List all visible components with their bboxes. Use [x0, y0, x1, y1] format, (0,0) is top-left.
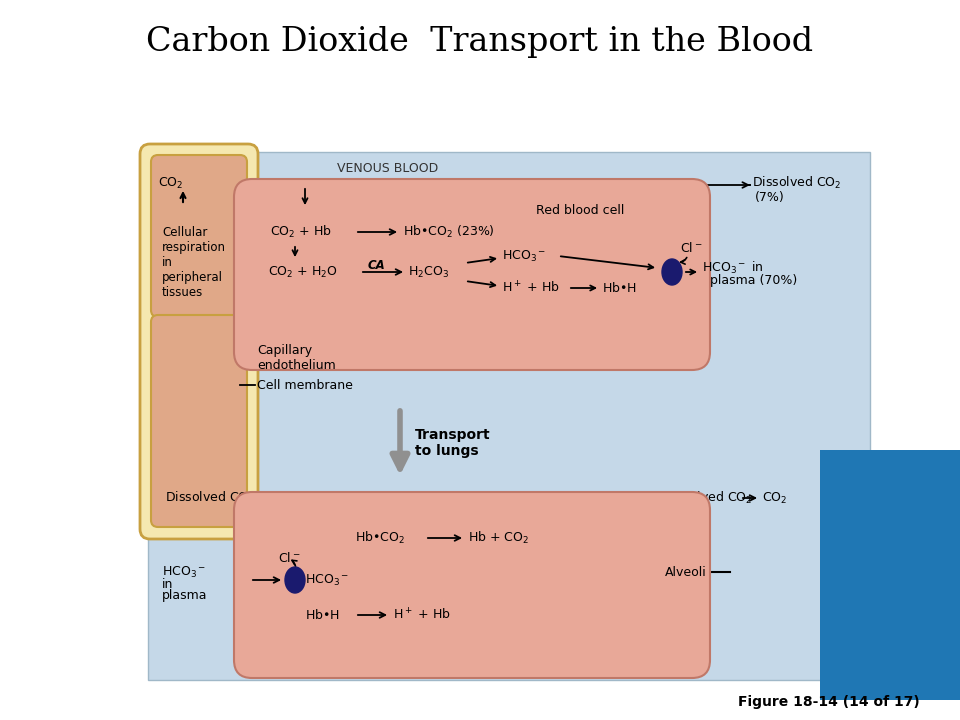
Text: CO$_2$ + Hb: CO$_2$ + Hb [270, 224, 331, 240]
Text: Dissolved CO$_2$: Dissolved CO$_2$ [752, 175, 842, 191]
Ellipse shape [815, 470, 925, 670]
Text: CO$_2$: CO$_2$ [762, 490, 787, 505]
FancyBboxPatch shape [148, 152, 870, 680]
Text: in: in [162, 577, 174, 590]
Text: Hb + CO$_2$: Hb + CO$_2$ [468, 530, 529, 546]
Text: Hb$•$CO$_2$ (23%): Hb$•$CO$_2$ (23%) [403, 224, 494, 240]
Text: plasma: plasma [162, 590, 207, 603]
Text: Carbon Dioxide  Transport in the Blood: Carbon Dioxide Transport in the Blood [147, 26, 813, 58]
Text: Red blood cell: Red blood cell [536, 204, 624, 217]
Text: Cellular
respiration
in
peripheral
tissues: Cellular respiration in peripheral tissu… [162, 225, 226, 299]
Text: Transport
to lungs: Transport to lungs [415, 428, 491, 458]
Text: plasma (70%): plasma (70%) [710, 274, 797, 287]
Text: Figure 18-14 (14 of 17): Figure 18-14 (14 of 17) [738, 695, 920, 709]
FancyBboxPatch shape [140, 144, 258, 539]
Text: CO$_2$ + H$_2$O: CO$_2$ + H$_2$O [268, 264, 338, 279]
Text: Capillary
endothelium: Capillary endothelium [257, 344, 336, 372]
Ellipse shape [662, 259, 682, 285]
Text: HCO$_3$$^-$ in: HCO$_3$$^-$ in [702, 260, 763, 276]
Text: H$^+$ + Hb: H$^+$ + Hb [393, 608, 450, 623]
Text: Cl$^-$: Cl$^-$ [278, 551, 300, 565]
Text: HCO$_3$$^-$: HCO$_3$$^-$ [162, 564, 206, 580]
Text: CA: CA [367, 258, 385, 271]
Text: Alveoli: Alveoli [665, 565, 707, 578]
Text: Hb$•$CO$_2$: Hb$•$CO$_2$ [355, 530, 405, 546]
Text: Cl$^-$: Cl$^-$ [680, 241, 703, 255]
Text: (7%): (7%) [756, 191, 785, 204]
Text: Hb$•$H: Hb$•$H [305, 608, 340, 622]
FancyBboxPatch shape [234, 179, 710, 370]
Text: Dissolved CO$_2$: Dissolved CO$_2$ [165, 490, 254, 506]
FancyBboxPatch shape [234, 492, 710, 678]
Text: HCO$_3$$^-$: HCO$_3$$^-$ [305, 572, 349, 588]
Text: H$^+$ + Hb: H$^+$ + Hb [502, 280, 560, 296]
FancyBboxPatch shape [151, 155, 247, 317]
Text: VENOUS BLOOD: VENOUS BLOOD [337, 161, 439, 174]
Ellipse shape [285, 567, 305, 593]
Text: CO$_2$: CO$_2$ [158, 176, 183, 191]
Text: Hb$•$H: Hb$•$H [602, 281, 636, 295]
Text: Cell membrane: Cell membrane [257, 379, 353, 392]
Text: Dissolved CO$_2$: Dissolved CO$_2$ [663, 490, 753, 506]
FancyBboxPatch shape [151, 315, 247, 527]
Bar [820, 450, 960, 700]
Text: HCO$_3$$^-$: HCO$_3$$^-$ [502, 248, 546, 264]
Text: H$_2$CO$_3$: H$_2$CO$_3$ [408, 264, 449, 279]
